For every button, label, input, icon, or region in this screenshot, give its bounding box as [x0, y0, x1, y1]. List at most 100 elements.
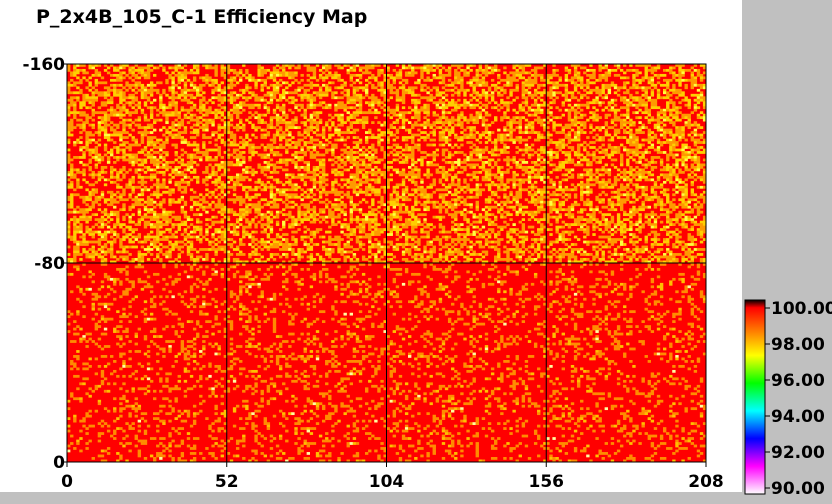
- heatmap-cell: [94, 73, 99, 77]
- heatmap-cell: [512, 116, 516, 120]
- heatmap-cell: [91, 86, 95, 90]
- heatmap-cell: [260, 143, 264, 147]
- heatmap-cell: [106, 113, 111, 117]
- heatmap-cell: [533, 131, 538, 134]
- heatmap-cell: [524, 111, 529, 115]
- heatmap-cell: [386, 128, 390, 132]
- heatmap-cell: [306, 165, 310, 169]
- heatmap-cell: [629, 165, 633, 169]
- heatmap-cell: [278, 133, 283, 137]
- heatmap-cell: [260, 183, 264, 187]
- heatmap-cell: [134, 91, 138, 95]
- heatmap-cell: [196, 68, 200, 72]
- heatmap-cell: [521, 165, 526, 169]
- heatmap-cell: [432, 111, 436, 115]
- heatmap-cell: [278, 116, 283, 120]
- heatmap-cell: [650, 101, 655, 105]
- heatmap-cell: [598, 128, 602, 132]
- heatmap-cell: [73, 141, 77, 144]
- heatmap-cell: [306, 68, 310, 72]
- heatmap-cell: [650, 178, 655, 182]
- heatmap-cell: [309, 113, 314, 117]
- heatmap-cell: [346, 96, 350, 100]
- heatmap-cell: [494, 88, 498, 92]
- heatmap-cell: [472, 173, 476, 177]
- heatmap-cell: [192, 66, 197, 70]
- heatmap-cell: [573, 76, 578, 80]
- heatmap-cell: [552, 163, 556, 167]
- heatmap-cell: [100, 156, 105, 159]
- heatmap-cell: [202, 76, 206, 80]
- heatmap-cell: [263, 168, 267, 172]
- heatmap-cell: [321, 178, 326, 182]
- heatmap-cell: [457, 103, 461, 107]
- heatmap-cell: [607, 138, 612, 142]
- heatmap-cell: [623, 91, 627, 95]
- heatmap-cell: [67, 161, 71, 164]
- heatmap-cell: [524, 78, 529, 82]
- heatmap-cell: [266, 161, 271, 164]
- heatmap-cell: [199, 116, 203, 120]
- heatmap-cell: [687, 116, 691, 120]
- heatmap-cell: [669, 131, 673, 134]
- heatmap-cell: [325, 148, 329, 152]
- heatmap-cell: [103, 123, 108, 127]
- heatmap-cell: [420, 158, 424, 162]
- heatmap-cell: [202, 96, 206, 100]
- heatmap-cell: [555, 153, 559, 157]
- heatmap-cell: [669, 178, 673, 182]
- heatmap-cell: [325, 76, 329, 80]
- heatmap-cell: [494, 141, 498, 144]
- heatmap-cell: [426, 163, 430, 167]
- heatmap-cell: [552, 128, 556, 132]
- heatmap-cell: [481, 156, 486, 159]
- heatmap-cell: [134, 83, 138, 87]
- heatmap-cell: [662, 83, 667, 87]
- heatmap-cell: [180, 180, 185, 184]
- heatmap-cell: [73, 101, 77, 105]
- heatmap-cell: [469, 68, 473, 72]
- heatmap-cell: [672, 108, 676, 112]
- heatmap-cell: [472, 163, 476, 167]
- heatmap-cell: [100, 111, 105, 115]
- heatmap-cell: [263, 68, 267, 72]
- heatmap-cell: [623, 113, 627, 117]
- heatmap-cell: [315, 153, 320, 157]
- heatmap-cell: [423, 96, 427, 100]
- heatmap-cell: [122, 98, 126, 102]
- heatmap-cell: [540, 156, 544, 159]
- heatmap-cell: [687, 106, 691, 110]
- heatmap-cell: [220, 126, 224, 129]
- heatmap-cell: [675, 73, 679, 77]
- heatmap-cell: [687, 68, 691, 72]
- heatmap-cell: [629, 68, 633, 72]
- heatmap-cell: [340, 78, 344, 82]
- heatmap-cell: [564, 126, 569, 129]
- heatmap-cell: [484, 148, 489, 152]
- heatmap-cell: [398, 86, 403, 90]
- heatmap-cell: [331, 96, 335, 100]
- heatmap-cell: [122, 165, 126, 169]
- heatmap-cell: [533, 78, 538, 82]
- heatmap-cell: [564, 133, 569, 137]
- heatmap-cell: [70, 128, 74, 132]
- heatmap-cell: [76, 168, 80, 172]
- heatmap-cell: [260, 86, 264, 90]
- heatmap-cell: [202, 178, 206, 182]
- heatmap-cell: [100, 158, 105, 162]
- heatmap-cell: [346, 98, 350, 102]
- heatmap-cell: [374, 165, 378, 169]
- heatmap-cell: [619, 123, 624, 127]
- heatmap-cell: [500, 101, 504, 105]
- heatmap-cell: [113, 78, 117, 82]
- heatmap-cell: [524, 96, 529, 100]
- heatmap-cell: [638, 161, 642, 164]
- heatmap-cell: [131, 153, 135, 157]
- heatmap-cell: [644, 163, 648, 167]
- heatmap-cell: [447, 133, 452, 137]
- heatmap-cell: [343, 143, 347, 147]
- heatmap-cell: [272, 73, 277, 77]
- heatmap-cell: [524, 88, 529, 92]
- heatmap-cell: [681, 153, 685, 157]
- heatmap-cell: [555, 151, 559, 154]
